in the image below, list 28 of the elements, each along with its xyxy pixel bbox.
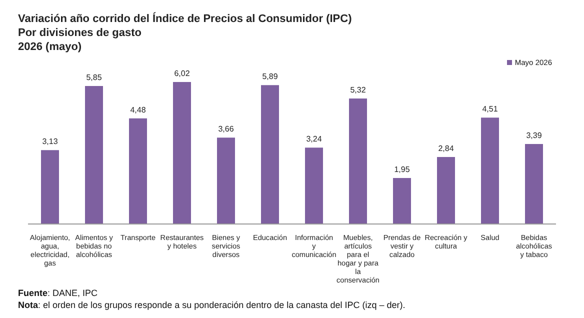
data-label: 3,66 <box>218 124 234 134</box>
data-label: 5,85 <box>86 73 102 82</box>
data-label: 4,51 <box>482 104 498 114</box>
data-label: 6,02 <box>174 69 190 78</box>
chart-subtitle: Por divisiones de gasto 2026 (mayo) <box>18 26 142 54</box>
bar <box>129 118 147 224</box>
bar <box>349 98 367 224</box>
bar <box>305 148 323 224</box>
bar <box>85 86 103 224</box>
data-label: 3,39 <box>526 131 542 140</box>
data-label: 3,13 <box>42 137 58 146</box>
data-label: 5,32 <box>350 86 366 95</box>
bar <box>481 118 499 224</box>
data-label: 5,89 <box>262 72 278 82</box>
chart-title: Variación año corrido del Índice de Precios al Consumidor (IPC) <box>18 12 352 26</box>
data-label: 1,95 <box>394 165 410 174</box>
data-label: 4,48 <box>130 105 146 114</box>
data-label: 3,24 <box>306 134 322 144</box>
data-label: 2,84 <box>438 144 454 154</box>
bar <box>41 150 59 224</box>
bar <box>437 157 455 224</box>
text: Nota: el orden de los grupos responde a su ponderación dentro de la canasta del IPC (izq – der). <box>18 299 406 311</box>
bar <box>525 144 543 224</box>
bar <box>261 85 279 224</box>
bar <box>217 138 235 224</box>
bar <box>173 82 191 224</box>
bar <box>393 178 411 224</box>
source-note: Fuente: DANE, IPC <box>18 287 99 299</box>
